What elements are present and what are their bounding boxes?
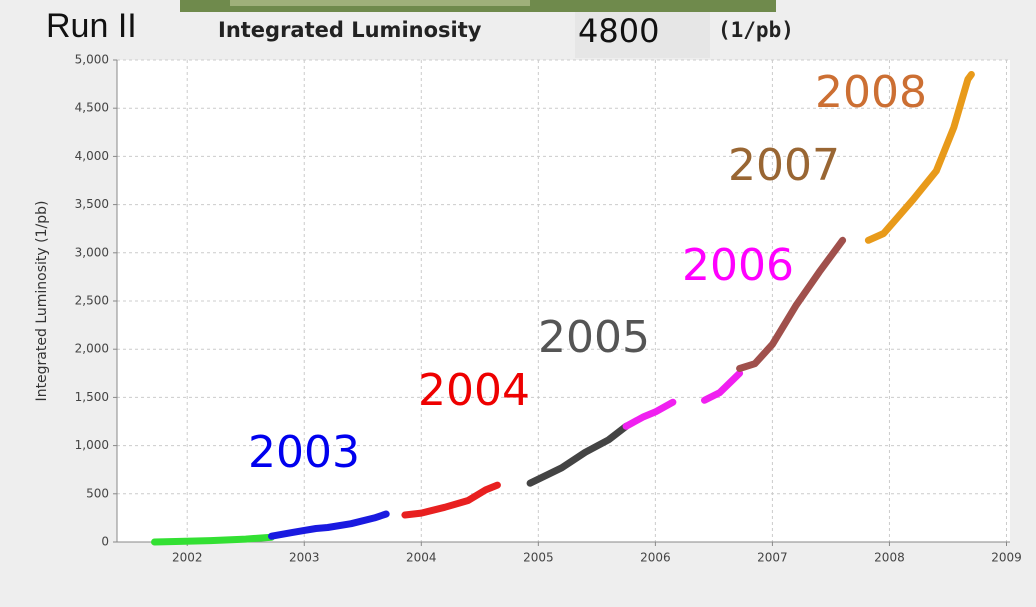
y-tick-label: 0 [101, 535, 109, 549]
y-tick-label: 4,000 [75, 149, 109, 163]
year-label: 2008 [815, 67, 927, 118]
series-line [622, 369, 744, 430]
y-tick-label: 2,500 [75, 294, 109, 308]
x-tick-label: 2005 [523, 551, 554, 565]
y-tick-label: 1,000 [75, 438, 109, 452]
x-tick-label: 2004 [406, 551, 437, 565]
y-tick-label: 500 [86, 486, 109, 500]
series-line [268, 510, 390, 540]
chart-title: Integrated Luminosity [218, 18, 482, 42]
year-label: 2005 [538, 312, 650, 363]
x-tick-label: 2009 [991, 551, 1022, 565]
x-tick-label: 2002 [172, 551, 203, 565]
y-tick-label: 1,500 [75, 390, 109, 404]
chart-title-unit: (1/pb) [718, 18, 794, 42]
year-label: 2006 [682, 240, 794, 291]
year-label: 2007 [728, 140, 840, 191]
series-line [864, 71, 975, 244]
y-tick-label: 4,500 [75, 101, 109, 115]
series-line [401, 481, 501, 519]
header-photo-detail [230, 0, 530, 6]
y-tick-label: 5,000 [75, 53, 109, 67]
year-label: 2004 [418, 365, 530, 416]
series-line [151, 533, 275, 546]
series-line [526, 422, 630, 487]
header-box [575, 12, 710, 58]
y-axis-label: Integrated Luminosity (1/pb) [34, 201, 50, 402]
x-tick-label: 2008 [874, 551, 905, 565]
x-tick-label: 2003 [289, 551, 320, 565]
series-line [736, 236, 847, 372]
year-label: 2003 [248, 427, 360, 478]
y-tick-label: 2,000 [75, 342, 109, 356]
run-label: Run II [46, 7, 137, 45]
y-tick-label: 3,000 [75, 245, 109, 259]
x-tick-label: 2006 [640, 551, 671, 565]
header-value: 4800 [578, 12, 659, 50]
x-tick-label: 2007 [757, 551, 788, 565]
y-tick-label: 3,500 [75, 197, 109, 211]
